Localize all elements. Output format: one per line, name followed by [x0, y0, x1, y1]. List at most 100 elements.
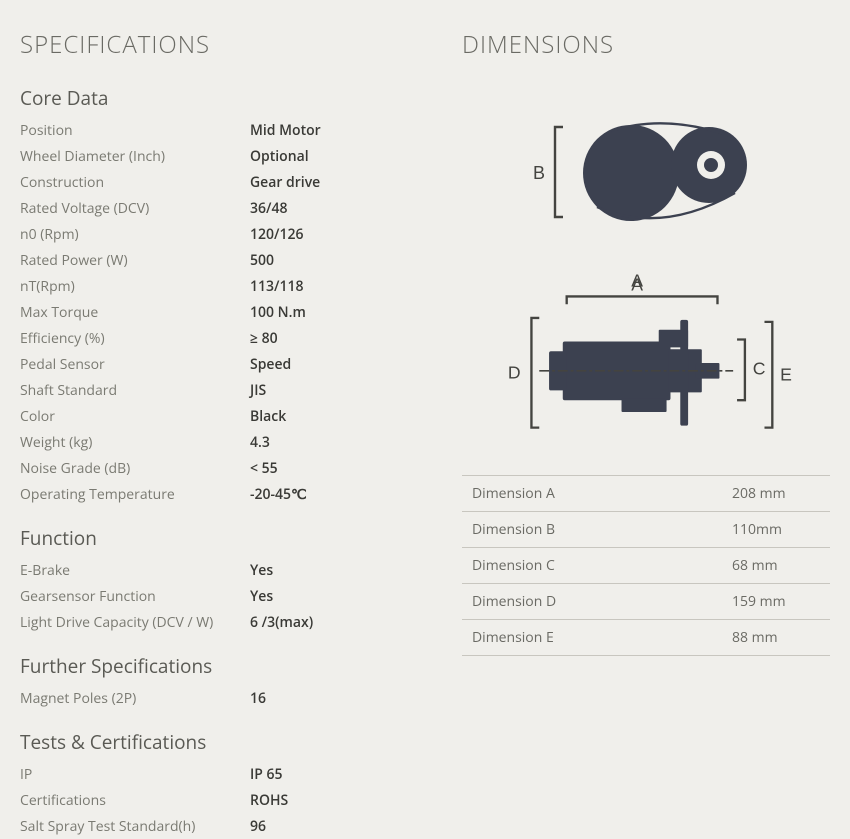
spec-row: Shaft StandardJIS [20, 377, 450, 403]
spec-label: Position [20, 117, 250, 143]
spec-value: 36/48 [250, 195, 450, 221]
spec-label: Certifications [20, 787, 250, 813]
spec-value: < 55 [250, 455, 450, 481]
spec-label: E-Brake [20, 557, 250, 583]
spec-row: Efficiency (%)≥ 80 [20, 325, 450, 351]
label-c: C [753, 359, 766, 379]
dimension-row: Dimension C68 mm [462, 548, 830, 584]
spec-row: ColorBlack [20, 403, 450, 429]
spec-value: 6 /3(max) [250, 609, 450, 635]
spec-row: Light Drive Capacity (DCV / W)6 /3(max) [20, 609, 450, 635]
spec-row: Rated Power (W)500 [20, 247, 450, 273]
dimension-label: Dimension B [462, 512, 722, 548]
spec-row: Max Torque100 N.m [20, 299, 450, 325]
spec-label: Weight (kg) [20, 429, 250, 455]
spec-row: Magnet Poles (2P)16 [20, 685, 450, 711]
spec-label: Construction [20, 169, 250, 195]
spec-label: nT(Rpm) [20, 273, 250, 299]
dimension-value: 68 mm [722, 548, 830, 584]
spec-value: 113/118 [250, 273, 450, 299]
spec-value: 96 [250, 813, 450, 839]
dimension-row: Dimension B110mm [462, 512, 830, 548]
spec-row: Pedal SensorSpeed [20, 351, 450, 377]
dimension-value: 159 mm [722, 584, 830, 620]
spec-value: Optional [250, 143, 450, 169]
spec-row: n0 (Rpm)120/126 [20, 221, 450, 247]
dimensions-table: Dimension A208 mmDimension B110mmDimensi… [462, 475, 830, 656]
spec-label: Wheel Diameter (Inch) [20, 143, 250, 169]
spec-value: 16 [250, 685, 450, 711]
spec-value: JIS [250, 377, 450, 403]
spec-label: Rated Voltage (DCV) [20, 195, 250, 221]
dimension-value: 208 mm [722, 476, 830, 512]
function-table: E-BrakeYesGearsensor FunctionYesLight Dr… [20, 557, 450, 635]
dimension-row: Dimension D159 mm [462, 584, 830, 620]
spec-label: n0 (Rpm) [20, 221, 250, 247]
spec-label: Shaft Standard [20, 377, 250, 403]
spec-value: 500 [250, 247, 450, 273]
spec-row: Operating Temperature-20-45℃ [20, 481, 450, 507]
spec-value: Black [250, 403, 450, 429]
spec-row: Rated Voltage (DCV)36/48 [20, 195, 450, 221]
core-data-heading: Core Data [20, 85, 450, 111]
spec-value: Yes [250, 583, 450, 609]
tests-heading: Tests & Certifications [20, 729, 450, 755]
dimension-row: Dimension E88 mm [462, 620, 830, 656]
spec-row: Salt Spray Test Standard(h)96 [20, 813, 450, 839]
spec-value: IP 65 [250, 761, 450, 787]
spec-row: IPIP 65 [20, 761, 450, 787]
spec-value: 4.3 [250, 429, 450, 455]
page-root: SPECIFICATIONS Core Data PositionMid Mot… [20, 28, 830, 839]
spec-value: Mid Motor [250, 117, 450, 143]
spec-value: 100 N.m [250, 299, 450, 325]
specifications-heading: SPECIFICATIONS [20, 28, 450, 61]
spec-label: Salt Spray Test Standard(h) [20, 813, 250, 839]
diagram-top: B [511, 107, 781, 237]
label-e: E [780, 365, 792, 385]
spec-label: Rated Power (W) [20, 247, 250, 273]
dimension-label: Dimension C [462, 548, 722, 584]
function-heading: Function [20, 525, 450, 551]
spec-label: Light Drive Capacity (DCV / W) [20, 609, 250, 635]
dimension-label: Dimension A [462, 476, 722, 512]
label-a: A [631, 271, 643, 291]
spec-row: ConstructionGear drive [20, 169, 450, 195]
further-table: Magnet Poles (2P)16 [20, 685, 450, 711]
spec-row: Noise Grade (dB)< 55 [20, 455, 450, 481]
spec-label: Max Torque [20, 299, 250, 325]
dimension-label: Dimension D [462, 584, 722, 620]
spec-label: Magnet Poles (2P) [20, 685, 250, 711]
right-column: DIMENSIONS B [462, 28, 830, 839]
left-column: SPECIFICATIONS Core Data PositionMid Mot… [20, 28, 450, 839]
dimension-label: Dimension E [462, 620, 722, 656]
spec-value: -20-45℃ [250, 481, 450, 507]
further-heading: Further Specifications [20, 653, 450, 679]
spec-value: 120/126 [250, 221, 450, 247]
spec-value: Speed [250, 351, 450, 377]
dimension-value: 110mm [722, 512, 830, 548]
spec-label: Gearsensor Function [20, 583, 250, 609]
dimension-row: Dimension A208 mm [462, 476, 830, 512]
spec-label: Color [20, 403, 250, 429]
spec-label: Pedal Sensor [20, 351, 250, 377]
spec-row: CertificationsROHS [20, 787, 450, 813]
dimension-diagrams: B A [462, 107, 830, 457]
spec-label: IP [20, 761, 250, 787]
diagram-side: A D C E [491, 269, 801, 457]
core-data-table: PositionMid MotorWheel Diameter (Inch)Op… [20, 117, 450, 507]
spec-label: Efficiency (%) [20, 325, 250, 351]
spec-row: Weight (kg)4.3 [20, 429, 450, 455]
dimensions-heading: DIMENSIONS [462, 28, 830, 61]
spec-value: Yes [250, 557, 450, 583]
tests-table: IPIP 65CertificationsROHSSalt Spray Test… [20, 761, 450, 839]
label-b: B [533, 163, 545, 183]
spec-row: E-BrakeYes [20, 557, 450, 583]
spec-row: Wheel Diameter (Inch)Optional [20, 143, 450, 169]
spec-row: PositionMid Motor [20, 117, 450, 143]
spec-label: Noise Grade (dB) [20, 455, 250, 481]
spec-row: nT(Rpm)113/118 [20, 273, 450, 299]
label-d: D [508, 363, 521, 383]
spec-row: Gearsensor FunctionYes [20, 583, 450, 609]
spec-label: Operating Temperature [20, 481, 250, 507]
spec-value: ≥ 80 [250, 325, 450, 351]
